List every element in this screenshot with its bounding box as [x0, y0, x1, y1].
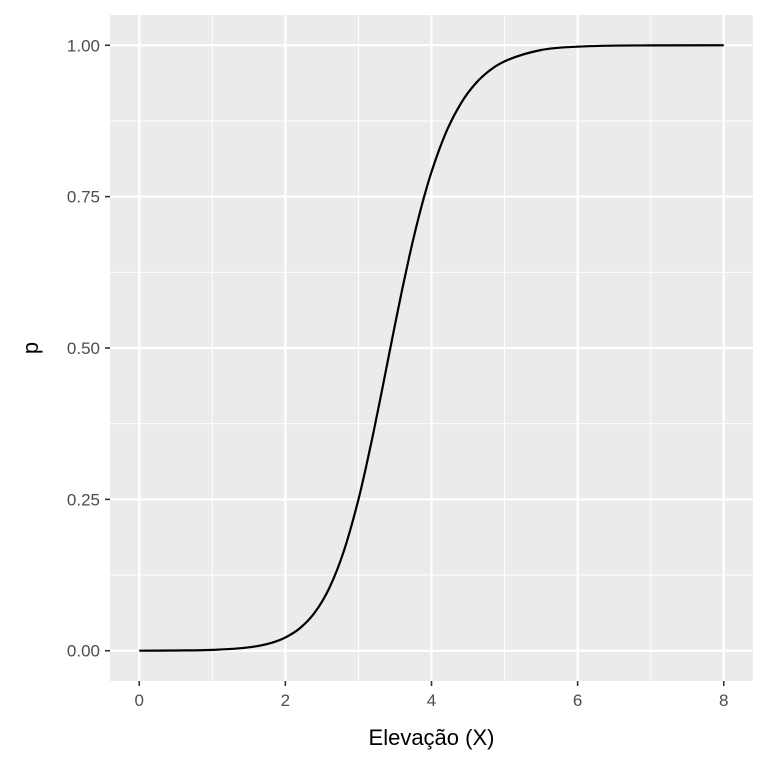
x-tick-label: 6 — [573, 691, 582, 710]
y-tick-label: 0.25 — [67, 490, 100, 509]
y-tick-label: 1.00 — [67, 36, 100, 55]
x-axis-title: Elevação (X) — [369, 725, 495, 750]
y-tick-label: 0.75 — [67, 188, 100, 207]
x-tick-label: 8 — [719, 691, 728, 710]
data-line — [139, 44, 724, 652]
y-axis-title: p — [18, 342, 43, 354]
x-tick-label: 4 — [427, 691, 436, 710]
x-axis: 0 2 4 6 8 — [134, 681, 729, 710]
y-tick-label: 0.00 — [67, 642, 100, 661]
y-axis: 0.00 0.25 0.50 0.75 1.00 — [67, 36, 110, 661]
x-tick-label: 2 — [281, 691, 290, 710]
y-tick-label: 0.50 — [67, 339, 100, 358]
grid-major — [110, 15, 753, 681]
x-tick-label: 0 — [134, 691, 143, 710]
